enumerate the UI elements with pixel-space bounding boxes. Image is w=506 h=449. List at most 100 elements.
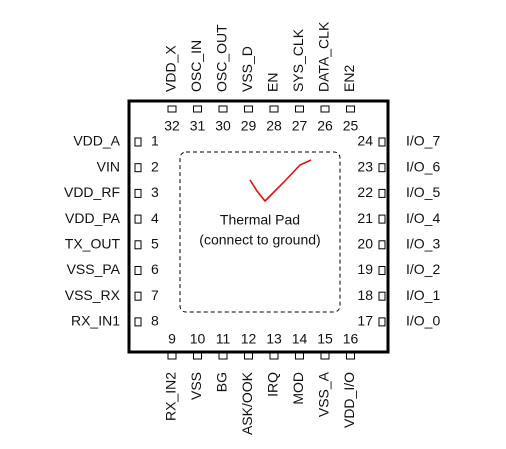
pin-label: I/O_1 <box>406 287 440 303</box>
pin-number: 20 <box>357 236 373 252</box>
pin-number: 18 <box>357 287 373 303</box>
pin-number: 25 <box>343 118 359 134</box>
pin-number: 14 <box>292 331 308 347</box>
pin-pad <box>378 291 386 301</box>
pin-number: 17 <box>357 313 373 329</box>
pin-label: VIN <box>97 158 120 174</box>
pin-number: 22 <box>357 184 373 200</box>
pin-number: 5 <box>151 236 159 252</box>
pin-pad <box>134 214 142 224</box>
pin-pad <box>320 352 330 360</box>
pin-label: I/O_5 <box>406 184 440 200</box>
pin-label: VSS_RX <box>65 287 121 303</box>
pin-label: OSC_OUT <box>214 24 230 92</box>
check-mark <box>249 159 312 203</box>
pin-pad <box>378 188 386 198</box>
pin-label: RX_IN1 <box>71 313 120 329</box>
pin-number: 4 <box>151 210 159 226</box>
pin-label: I/O_3 <box>406 236 440 252</box>
pin-pad <box>134 188 142 198</box>
pin-pad <box>134 163 142 173</box>
pin-pad <box>134 317 142 327</box>
pin-number: 9 <box>168 331 176 347</box>
thermal-pad-title: Thermal Pad <box>220 212 300 228</box>
pin-pad <box>134 240 142 250</box>
pin-number: 23 <box>357 158 373 174</box>
pin-number: 19 <box>357 261 373 277</box>
pin-pad <box>346 352 355 360</box>
pin-number: 15 <box>317 331 333 347</box>
pin-pad <box>218 352 228 360</box>
pin-pad <box>218 105 228 113</box>
pin-label: VDD_A <box>73 133 120 149</box>
chip-body <box>127 99 390 354</box>
pin-label: EN <box>265 73 281 92</box>
pin-number: 30 <box>215 118 231 134</box>
pin-pad <box>134 137 142 147</box>
pin-pad <box>269 352 279 360</box>
pin-pad <box>295 105 304 113</box>
pin-pad <box>346 105 355 113</box>
pin-number: 12 <box>241 331 257 347</box>
pin-number: 21 <box>357 210 373 226</box>
pin-label: IRQ <box>265 372 281 397</box>
pin-label: VSS_D <box>239 46 255 92</box>
pin-pad <box>244 105 253 113</box>
pin-pad <box>378 137 386 147</box>
pin-number: 13 <box>266 331 282 347</box>
pin-pad <box>167 352 177 360</box>
thermal-pad-note: (connect to ground) <box>199 232 320 248</box>
pin-label: I/O_6 <box>406 158 440 174</box>
pin-label: VSS <box>188 372 204 400</box>
pin-number: 24 <box>357 133 373 149</box>
pin-label: BG <box>214 372 230 392</box>
pin-pad <box>244 352 253 360</box>
pin-pad <box>295 352 304 360</box>
pin-number: 27 <box>292 118 308 134</box>
pin-pad <box>378 240 386 250</box>
pin-pad <box>320 105 330 113</box>
pin-label: ASK/OOK <box>239 371 255 435</box>
pin-label: VSS_PA <box>67 261 121 277</box>
pin-label: I/O_4 <box>406 210 440 226</box>
pin-number: 16 <box>343 331 359 347</box>
pin-number: 2 <box>151 158 159 174</box>
pin-number: 31 <box>190 118 206 134</box>
pin-number: 26 <box>317 118 333 134</box>
pin-label: VDD_RF <box>64 184 120 200</box>
pin-label: SYS_CLK <box>290 28 306 92</box>
pin-label: I/O_0 <box>406 313 440 329</box>
pin-number: 10 <box>190 331 206 347</box>
pin-pad <box>378 266 386 275</box>
pin-number: 32 <box>164 118 180 134</box>
pin-label: I/O_7 <box>406 133 440 149</box>
pin-number: 29 <box>241 118 257 134</box>
pin-label: MOD <box>290 372 306 405</box>
pin-pad <box>378 214 386 224</box>
pin-label: RX_IN2 <box>163 372 179 421</box>
pin-pad <box>269 105 279 113</box>
pin-label: VDD_I/O <box>341 372 357 428</box>
pin-pad <box>167 105 177 113</box>
pin-number: 6 <box>151 261 159 277</box>
pin-number: 11 <box>216 331 231 347</box>
pin-pad <box>134 266 142 275</box>
pin-pad <box>378 317 386 327</box>
pin-label: DATA_CLK <box>316 21 332 92</box>
pin-pad <box>193 105 202 113</box>
pin-label: VSS_A <box>316 371 332 417</box>
pin-number: 28 <box>266 118 282 134</box>
thermal-pad <box>179 151 341 313</box>
pin-number: 7 <box>151 287 159 303</box>
pin-label: EN2 <box>341 65 357 92</box>
pin-number: 1 <box>151 133 159 149</box>
pin-pad <box>193 352 202 360</box>
pin-label: VDD_PA <box>65 210 121 226</box>
pin-label: TX_OUT <box>65 236 121 252</box>
pin-number: 3 <box>151 184 159 200</box>
pin-number: 8 <box>151 313 159 329</box>
pin-pad <box>378 163 386 173</box>
pin-label: I/O_2 <box>406 261 440 277</box>
pin-label: VDD_X <box>163 45 179 92</box>
